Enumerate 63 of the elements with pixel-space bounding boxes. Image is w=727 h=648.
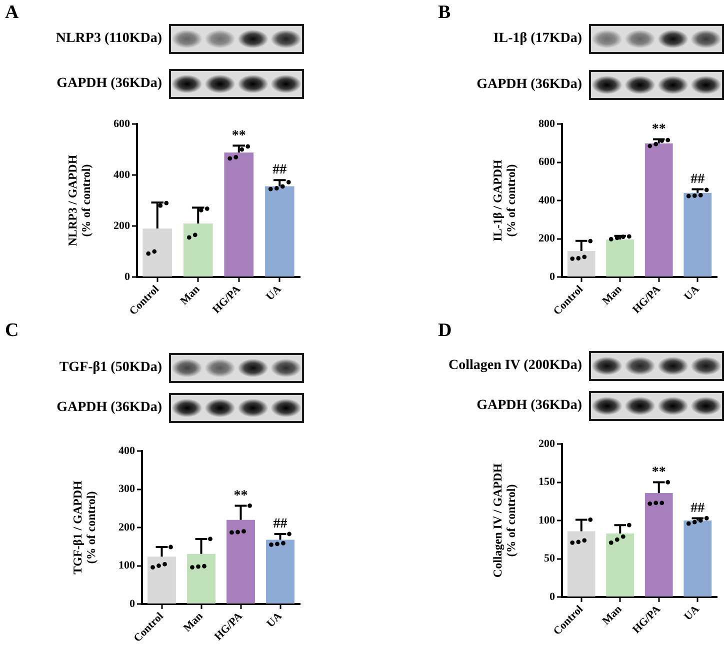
y-tick-label: 100 <box>538 514 556 526</box>
y-axis-title: TGF-β1 / GAPDH (% of control) <box>70 480 98 574</box>
bar <box>148 556 176 604</box>
text: NLRP3 (110KDa) <box>56 31 162 47</box>
y-tick-label: 200 <box>538 232 556 245</box>
y-axis-title: Collagen IV / GAPDH (% of control) <box>490 462 518 578</box>
bar <box>264 186 294 276</box>
x-tick-label: UA <box>264 610 284 630</box>
chart-title: C <box>5 320 19 341</box>
y-tick-label: 400 <box>118 444 136 457</box>
annotation: ## <box>272 162 287 178</box>
text: GAPDH (36KDa) <box>56 76 162 92</box>
annotation: ## <box>690 500 705 516</box>
y-tick-label: 200 <box>538 438 556 450</box>
y-tick-label: 0 <box>124 270 130 283</box>
chart-title: B <box>438 2 451 23</box>
annotation: ## <box>690 172 705 187</box>
chart-title: D <box>438 320 452 341</box>
annotation: ** <box>652 122 666 137</box>
y-tick-label: 0 <box>550 590 556 603</box>
y-tick-label: 150 <box>538 476 556 488</box>
bar <box>606 240 634 276</box>
y-tick-label: 300 <box>118 483 136 496</box>
x-tick-label: UA <box>264 283 284 304</box>
bar <box>187 554 216 604</box>
y-tick-label: 800 <box>538 118 556 130</box>
y-tick-label: 50 <box>544 552 556 565</box>
y-tick-label: 600 <box>538 156 556 168</box>
bar <box>142 228 172 276</box>
y-tick-label: 0 <box>550 270 556 283</box>
y-tick-label: 400 <box>114 168 130 181</box>
bar <box>183 223 213 276</box>
text: IL-1β (17KDa) <box>493 31 582 47</box>
chart-title: A <box>5 2 19 23</box>
x-tick-label: UA <box>682 603 702 624</box>
y-tick-label: 400 <box>538 194 556 206</box>
y-axis-title: IL-1β / GAPDH (% of control) <box>490 159 518 242</box>
text: GAPDH (36KDa) <box>476 398 582 414</box>
y-tick-label: 100 <box>118 560 136 572</box>
annotation: ** <box>652 464 666 480</box>
x-tick-label: Man <box>600 603 624 628</box>
bar <box>567 250 596 276</box>
text: Collagen IV (200KDa) <box>448 358 582 374</box>
text: GAPDH (36KDa) <box>476 77 582 93</box>
bar <box>684 192 712 276</box>
x-tick-label: UA <box>682 283 702 304</box>
bar <box>224 152 254 276</box>
y-axis-title: NLRP3 / GAPDH (% of control) <box>66 154 93 246</box>
y-tick-label: 200 <box>118 521 136 534</box>
y-tick-label: 0 <box>130 598 136 610</box>
annotation: ## <box>273 516 288 532</box>
y-tick-label: 200 <box>114 220 130 232</box>
text: GAPDH (36KDa) <box>56 400 162 416</box>
annotation: ** <box>232 128 246 144</box>
annotation: ** <box>234 488 248 504</box>
bar <box>226 520 255 604</box>
text: TGF-β1 (50KDa) <box>59 360 162 376</box>
x-tick-label: Man <box>181 610 206 634</box>
bar <box>644 143 673 276</box>
x-tick-label: Man <box>178 283 202 308</box>
bar <box>266 540 294 604</box>
y-tick-label: 600 <box>114 118 130 130</box>
x-tick-label: Man <box>600 283 624 308</box>
